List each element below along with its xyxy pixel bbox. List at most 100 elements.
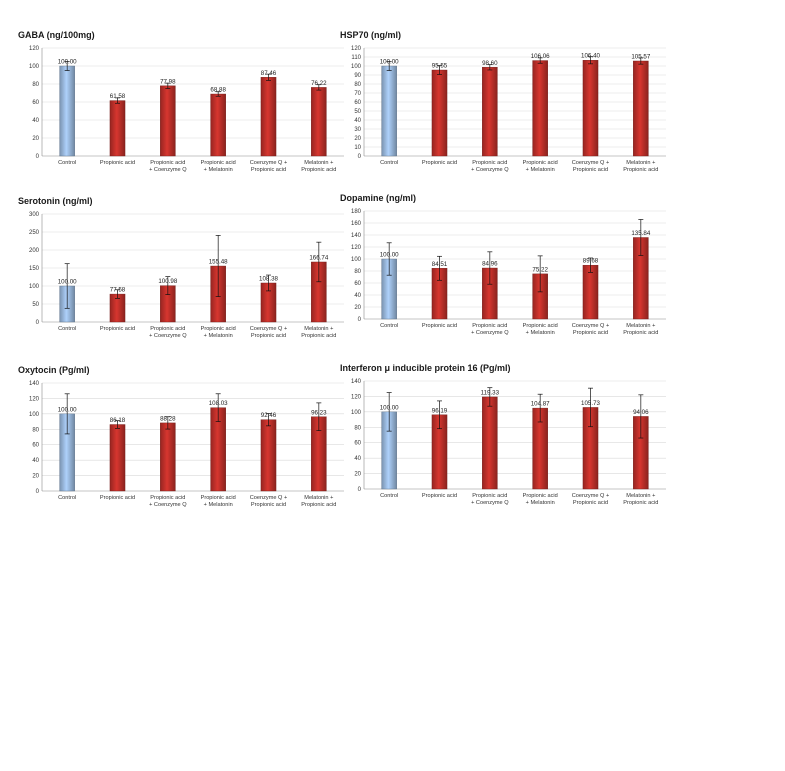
- category-label: Coenzyme Q +: [250, 326, 287, 332]
- y-tick-label: 100: [351, 64, 362, 70]
- data-label: 75.22: [532, 266, 548, 273]
- category-label: Propionic acid: [573, 500, 608, 506]
- category-label: Propionic acid: [100, 160, 135, 166]
- y-tick-label: 180: [351, 209, 362, 215]
- category-label: Propionic acid: [422, 160, 457, 166]
- chart-title: HSP70 (ng/ml): [340, 30, 402, 40]
- bar: [311, 87, 327, 157]
- y-tick-label: 300: [29, 212, 40, 218]
- dopamine-bar-chart: 0 20 40 60 80 100 120 140 160 180 100.00 Control 84.…: [351, 209, 666, 336]
- category-label: + Coenzyme Q: [471, 330, 509, 336]
- y-tick-label: 100: [29, 64, 40, 70]
- category-label: + Melatonin: [204, 333, 233, 339]
- y-tick-label: 140: [29, 381, 40, 387]
- data-label: 61.58: [110, 93, 126, 100]
- category-label: Propionic acid: [623, 330, 658, 336]
- category-label: Propionic acid: [422, 323, 457, 329]
- category-label: Control: [380, 160, 398, 166]
- chart-panel-oxytocin: Oxytocin (Pg/ml) 0 20 40 60 80 100 120 140 100.0…: [18, 365, 348, 515]
- bar: [582, 60, 599, 157]
- data-label: 106.40: [581, 53, 600, 60]
- data-label: 108.03: [209, 400, 228, 407]
- y-tick-label: 20: [32, 136, 39, 142]
- y-tick-label: 90: [354, 73, 361, 79]
- data-label: 77.98: [160, 78, 176, 85]
- data-label: 88.28: [160, 415, 176, 422]
- bar: [160, 85, 176, 157]
- y-tick-label: 120: [351, 245, 362, 251]
- chart-title: GABA (ng/100mg): [18, 30, 95, 40]
- category-label: Propionic acid: [251, 167, 286, 173]
- y-tick-label: 120: [29, 396, 40, 402]
- category-label: + Coenzyme Q: [471, 500, 509, 506]
- y-tick-label: 50: [32, 302, 39, 308]
- bar: [532, 60, 548, 157]
- bar: [59, 65, 75, 157]
- category-label: + Melatonin: [526, 500, 555, 506]
- y-tick-label: 10: [354, 145, 361, 151]
- y-tick-label: 0: [358, 154, 362, 160]
- y-tick-label: 0: [358, 317, 362, 323]
- y-tick-label: 20: [354, 305, 361, 311]
- y-tick-label: 80: [354, 82, 361, 88]
- category-label: Propionic acid: [623, 167, 658, 173]
- category-label: + Coenzyme Q: [149, 502, 187, 508]
- y-tick-label: 40: [354, 118, 361, 124]
- data-label: 87.46: [261, 70, 277, 77]
- bar: [210, 93, 226, 157]
- bar: [109, 424, 126, 492]
- data-label: 100.00: [380, 252, 399, 259]
- category-label: + Melatonin: [204, 167, 233, 173]
- data-label: 100.00: [380, 59, 399, 66]
- bar: [109, 100, 126, 157]
- category-label: Propionic acid: [523, 493, 558, 499]
- y-tick-label: 0: [36, 320, 40, 326]
- data-label: 155.48: [209, 259, 228, 266]
- data-label: 77.58: [110, 287, 126, 294]
- bar: [160, 422, 176, 492]
- y-tick-label: 60: [32, 100, 39, 106]
- data-label: 100.00: [58, 406, 77, 413]
- oxytocin-bar-chart: 0 20 40 60 80 100 120 140 100.00 Control 86.18 Prop…: [29, 381, 344, 508]
- data-label: 105.57: [631, 53, 650, 60]
- category-label: Propionic acid: [472, 160, 507, 166]
- y-tick-label: 0: [36, 489, 40, 495]
- y-tick-label: 20: [354, 136, 361, 142]
- y-tick-label: 80: [32, 82, 39, 88]
- category-label: Melatonin +: [626, 323, 655, 329]
- y-tick-label: 60: [354, 281, 361, 287]
- category-label: + Coenzyme Q: [471, 167, 509, 173]
- category-label: Propionic acid: [150, 326, 185, 332]
- chart-panel-serotonin: Serotonin (ng/ml) 0 50 100 150 200 250 300 100.…: [18, 196, 348, 346]
- data-label: 98.60: [482, 60, 498, 67]
- category-label: Propionic acid: [150, 495, 185, 501]
- category-label: Propionic acid: [472, 323, 507, 329]
- category-label: Propionic acid: [523, 323, 558, 329]
- y-tick-label: 80: [354, 269, 361, 275]
- interferon-bar-chart: 0 20 40 60 80 100 120 140 100.00 Control 96.19 Prop…: [351, 379, 666, 506]
- category-label: Propionic acid: [100, 495, 135, 501]
- y-tick-label: 250: [29, 230, 40, 236]
- category-label: Propionic acid: [573, 330, 608, 336]
- hsp70-bar-chart: 0 10 20 30 40 50 60 70 80 90 100 110 120 100.00 Contro…: [351, 46, 666, 173]
- y-tick-label: 60: [354, 441, 361, 447]
- data-label: 94.06: [633, 409, 649, 416]
- y-tick-label: 140: [351, 379, 362, 385]
- data-label: 95.55: [432, 63, 448, 70]
- serotonin-bar-chart: 0 50 100 150 200 250 300 100.00 Control 77.58 Prop…: [29, 212, 344, 339]
- gaba-bar-chart: 0 20 40 60 80 100 120 100.00 Control 61.58 Propion…: [29, 46, 344, 173]
- category-label: Propionic acid: [472, 493, 507, 499]
- data-label: 96.23: [311, 409, 327, 416]
- category-label: Propionic acid: [623, 500, 658, 506]
- data-label: 92.46: [261, 412, 277, 419]
- category-label: Coenzyme Q +: [572, 323, 609, 329]
- bar: [582, 264, 599, 320]
- y-tick-label: 140: [351, 233, 362, 239]
- category-label: Propionic acid: [150, 160, 185, 166]
- data-label: 96.19: [432, 407, 448, 414]
- chart-title: Interferon μ inducible protein 16 (Pg/ml…: [340, 363, 511, 373]
- bar: [381, 65, 397, 157]
- y-tick-label: 160: [351, 221, 362, 227]
- y-tick-label: 20: [32, 474, 39, 480]
- data-label: 100.00: [58, 59, 77, 66]
